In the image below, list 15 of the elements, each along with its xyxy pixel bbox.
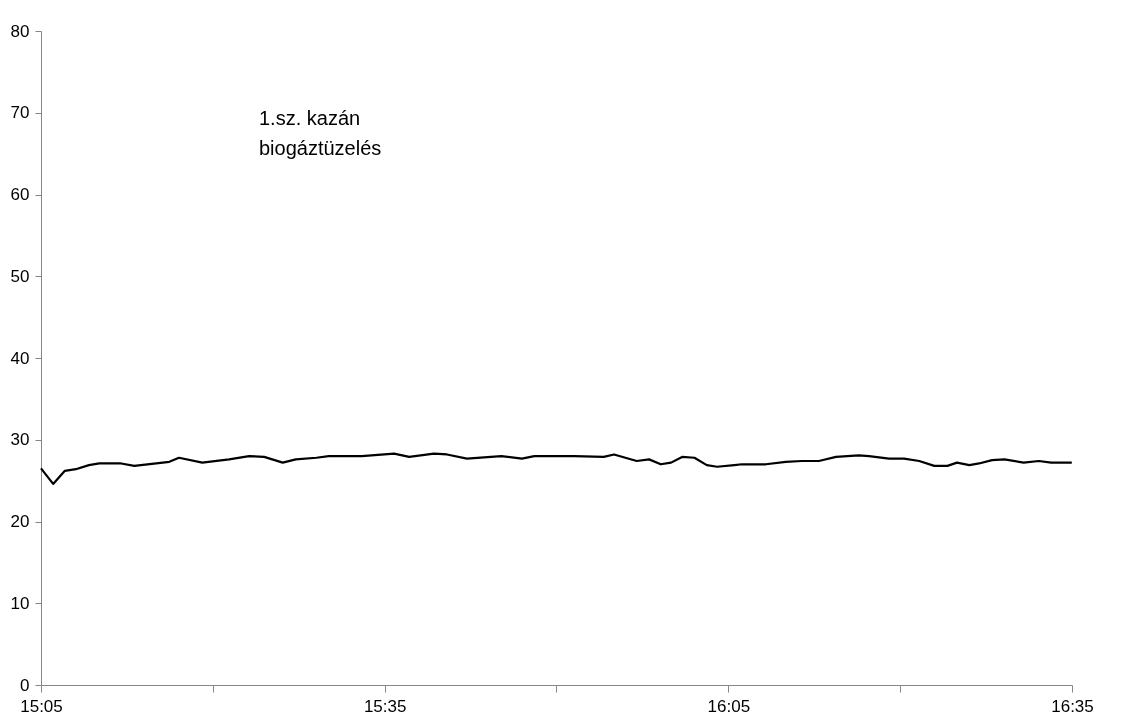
y-tick-label: 0 [20,675,30,695]
y-tick-label: 20 [10,512,30,531]
y-tick-label: 40 [10,348,30,368]
y-tick-label: 70 [10,103,30,123]
x-tick-label: 15:35 [363,696,407,716]
x-tick-label: 16:35 [1051,696,1094,716]
x-tick-label: 15:05 [20,696,63,716]
y-tick-label: 10 [10,593,30,613]
y-tick-label: 50 [10,266,30,286]
line-series [39,452,1073,485]
y-tick-label: 30 [10,430,30,450]
y-tick-label: 60 [10,185,30,204]
annotation: 1.sz. kazán biogáztüzelés [259,107,382,159]
x-tick-label: 16:05 [707,696,751,716]
y-tick-label: 80 [10,21,30,41]
